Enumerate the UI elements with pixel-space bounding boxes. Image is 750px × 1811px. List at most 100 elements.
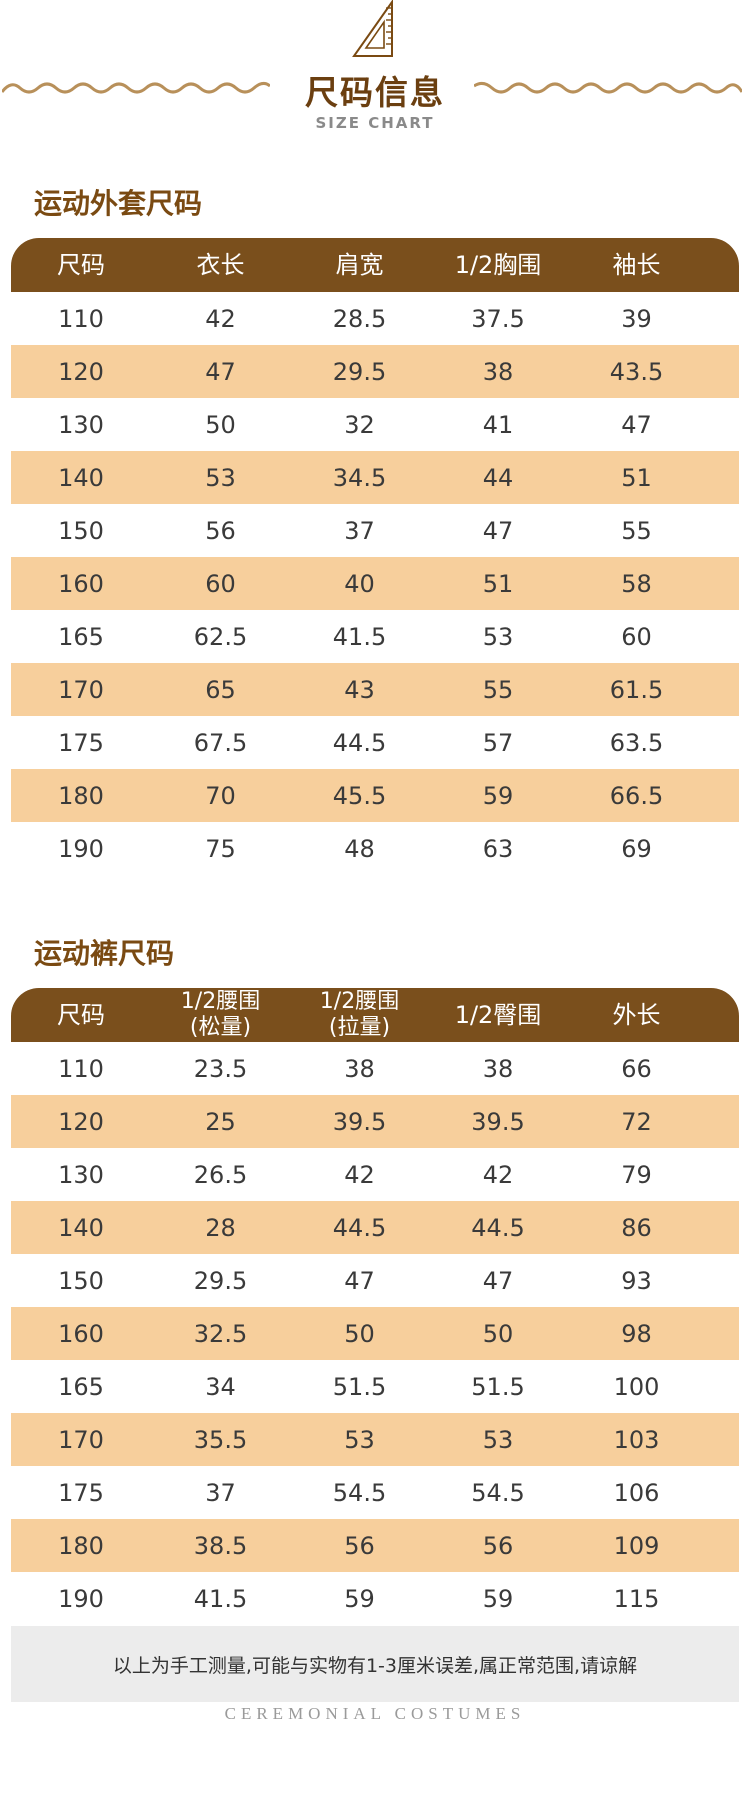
table-cell: 41.5	[193, 1584, 248, 1613]
table-cell: 66.5	[609, 781, 664, 810]
table-cell: 160	[58, 569, 104, 598]
table-cell: 39	[621, 304, 652, 333]
table-cell: 56	[344, 1531, 375, 1560]
table-cell: 86	[621, 1213, 652, 1242]
table-cell: 53	[344, 1425, 375, 1454]
jacket-size-table: 尺码 衣长 肩宽 1/2胸围 袖长 110 42 28.5 37.5 39 120 47 29…	[11, 238, 739, 875]
header-cell: 袖长	[612, 251, 661, 279]
table-row: 165 62.5 41.5 53 60	[11, 610, 739, 663]
table-row: 190 41.5 59 59 115	[11, 1572, 739, 1625]
table-cell: 175	[58, 1478, 104, 1507]
table-cell: 79	[621, 1160, 652, 1189]
table-cell: 56	[482, 1531, 514, 1560]
table-cell: 43	[344, 675, 375, 704]
table-cell: 55	[482, 675, 514, 704]
table-cell: 57	[482, 728, 514, 757]
table-row: 175 67.5 44.5 57 63.5	[11, 716, 739, 769]
header-line: (拉量)	[328, 1015, 391, 1040]
table-cell: 120	[58, 357, 104, 386]
table-header: 尺码 衣长 肩宽 1/2胸围 袖长	[11, 238, 739, 292]
table-cell: 37.5	[471, 304, 525, 333]
table-cell: 170	[58, 675, 104, 704]
table-cell: 44.5	[332, 1213, 387, 1242]
header-cell: 1/2腰围 (松量)	[151, 989, 290, 1041]
table-cell: 60	[205, 569, 236, 598]
table-row: 150 29.5 47 47 93	[11, 1254, 739, 1307]
table-row: 110 42 28.5 37.5 39	[11, 292, 739, 345]
table-cell: 53	[482, 622, 514, 651]
table-cell: 32.5	[193, 1319, 248, 1348]
table-cell: 44	[482, 463, 514, 492]
table-row: 120 25 39.5 39.5 72	[11, 1095, 739, 1148]
table-cell: 190	[58, 834, 104, 863]
header-cell: 尺码	[57, 251, 105, 279]
table-cell: 58	[621, 569, 652, 598]
table-cell: 110	[58, 304, 104, 333]
table-cell: 47	[621, 410, 652, 439]
table-cell: 103	[613, 1425, 660, 1454]
table-cell: 50	[344, 1319, 375, 1348]
table-cell: 34.5	[332, 463, 387, 492]
table-cell: 65	[205, 675, 236, 704]
table-row: 150 56 37 47 55	[11, 504, 739, 557]
table-cell: 61.5	[609, 675, 664, 704]
table-cell: 50	[482, 1319, 514, 1348]
table-cell: 47	[344, 1266, 375, 1295]
table-cell: 53	[205, 463, 236, 492]
table-cell: 75	[205, 834, 236, 863]
table-cell: 165	[58, 1372, 104, 1401]
table-cell: 42	[482, 1160, 514, 1189]
table-cell: 63.5	[609, 728, 664, 757]
header-cell: 肩宽	[335, 251, 384, 279]
table-cell: 67.5	[193, 728, 248, 757]
table-cell: 44.5	[471, 1213, 525, 1242]
table-cell: 55	[621, 516, 652, 545]
table-cell: 38.5	[193, 1531, 248, 1560]
table-cell: 37	[344, 516, 375, 545]
table-cell: 130	[58, 1160, 104, 1189]
table-cell: 63	[482, 834, 514, 863]
table-cell: 38	[482, 1054, 514, 1083]
table-row: 140 53 34.5 44 51	[11, 451, 739, 504]
table-cell: 59	[482, 781, 514, 810]
table-cell: 180	[58, 1531, 104, 1560]
table-cell: 41	[482, 410, 514, 439]
table-cell: 115	[613, 1584, 660, 1613]
table-cell: 165	[58, 622, 104, 651]
table-cell: 28	[205, 1213, 236, 1242]
table-cell: 70	[205, 781, 236, 810]
table-cell: 60	[621, 622, 652, 651]
table-cell: 130	[58, 410, 104, 439]
wave-divider-left	[2, 81, 270, 94]
table-cell: 170	[58, 1425, 104, 1454]
page-header: 尺码信息 SIZE CHART	[0, 0, 750, 150]
table-row: 130 50 32 41 47	[11, 398, 739, 451]
wave-divider-right	[474, 81, 742, 94]
table-body: 110 23.5 38 38 66 120 25 39.5 39.5 72 130 26.5 42 42 7…	[11, 1042, 739, 1625]
table-cell: 120	[58, 1107, 104, 1136]
table-cell: 44.5	[332, 728, 387, 757]
table-cell: 47	[205, 357, 236, 386]
table-cell: 150	[58, 516, 104, 545]
table-cell: 109	[613, 1531, 660, 1560]
table-cell: 93	[621, 1266, 652, 1295]
table-cell: 48	[344, 834, 375, 863]
table-cell: 45.5	[332, 781, 387, 810]
table-cell: 35.5	[193, 1425, 248, 1454]
jacket-section-title: 运动外套尺码	[34, 187, 203, 220]
table-cell: 39.5	[471, 1107, 525, 1136]
table-row: 180 70 45.5 59 66.5	[11, 769, 739, 822]
table-cell: 51	[621, 463, 652, 492]
table-cell: 140	[58, 463, 104, 492]
table-cell: 37	[205, 1478, 236, 1507]
table-cell: 28.5	[332, 304, 387, 333]
table-cell: 41.5	[332, 622, 387, 651]
table-row: 130 26.5 42 42 79	[11, 1148, 739, 1201]
table-cell: 190	[58, 1584, 104, 1613]
page-title: 尺码信息	[305, 73, 445, 112]
table-cell: 59	[482, 1584, 514, 1613]
table-header: 尺码 1/2腰围 (松量) 1/2腰围 (拉量) 1/2臀围 外长	[11, 988, 739, 1042]
table-cell: 38	[482, 357, 514, 386]
footer-brand: CEREMONIAL COSTUMES	[224, 1704, 526, 1723]
table-cell: 23.5	[193, 1054, 248, 1083]
